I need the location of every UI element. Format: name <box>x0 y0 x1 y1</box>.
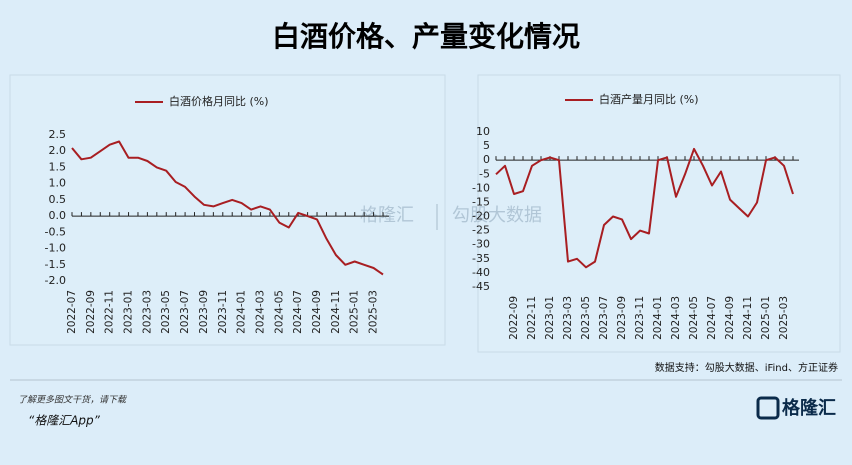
y-tick-label: -2.0 <box>45 274 66 287</box>
y-tick-label: -5 <box>479 167 490 180</box>
x-tick-label: 2024-07 <box>706 296 718 340</box>
legend-label: 白酒价格月同比 (%) <box>169 94 269 108</box>
y-tick-label: 0.0 <box>49 209 67 222</box>
logo: 格隆汇 <box>782 397 836 419</box>
x-tick-label: 2023-05 <box>160 290 172 334</box>
x-tick-label: 2023-03 <box>562 296 574 340</box>
data-line <box>71 140 384 276</box>
panel <box>9 74 446 346</box>
x-tick-label: 2023-09 <box>616 296 628 340</box>
panel <box>477 74 841 353</box>
y-tick-label: -25 <box>472 224 490 237</box>
x-tick-label: 2023-05 <box>580 296 592 340</box>
page-title: 白酒价格、产量变化情况 <box>272 20 580 53</box>
y-tick-label: -45 <box>472 280 490 293</box>
y-tick-label: -30 <box>472 238 490 251</box>
x-tick-label: 2025-01 <box>349 290 361 334</box>
y-tick-label: -35 <box>472 252 490 265</box>
x-tick-label: 2022-11 <box>104 290 116 334</box>
y-tick-label: 10 <box>476 125 490 138</box>
y-tick-label: -40 <box>472 266 490 279</box>
y-tick-label: -15 <box>472 195 490 208</box>
x-tick-label: 2022-07 <box>66 290 78 334</box>
y-tick-label: 5 <box>483 139 490 152</box>
x-tick-label: 2024-11 <box>330 290 342 334</box>
y-tick-label: 0 <box>483 153 490 166</box>
data-line <box>495 147 794 269</box>
x-tick-label: 2023-09 <box>198 290 210 334</box>
x-tick-label: 2023-07 <box>179 290 191 334</box>
footer-text: 了解更多图文干货，请下载 <box>18 395 127 406</box>
x-tick-label: 2023-01 <box>123 290 135 334</box>
x-tick-label: 2024-03 <box>254 290 266 334</box>
y-tick-label: 0.5 <box>49 193 67 206</box>
watermark: 勾股大数据 <box>452 205 542 226</box>
x-tick-label: 2024-09 <box>311 290 323 334</box>
x-tick-label: 2025-01 <box>760 296 772 340</box>
x-tick-label: 2024-03 <box>670 296 682 340</box>
x-tick-label: 2022-09 <box>508 296 520 340</box>
y-tick-label: 2.5 <box>49 128 67 141</box>
source: 数据支持：勾股大数据、iFind、方正证券 <box>655 361 838 374</box>
y-tick-label: -0.5 <box>45 225 66 238</box>
x-tick-label: 2025-03 <box>778 296 790 340</box>
y-tick-label: -1.5 <box>45 258 66 271</box>
y-tick-label: 1.0 <box>49 177 67 190</box>
y-tick-label: -1.0 <box>45 242 66 255</box>
x-tick-label: 2023-03 <box>141 290 153 334</box>
x-tick-label: 2025-03 <box>368 290 380 334</box>
x-tick-label: 2022-11 <box>526 296 538 340</box>
x-tick-label: 2023-01 <box>544 296 556 340</box>
x-tick-label: 2024-01 <box>652 296 664 340</box>
y-tick-label: -20 <box>472 210 490 223</box>
x-tick-label: 2024-07 <box>292 290 304 334</box>
x-tick-label: 2024-05 <box>688 296 700 340</box>
x-tick-label: 2024-01 <box>236 290 248 334</box>
x-tick-label: 2023-11 <box>634 296 646 340</box>
y-tick-label: 1.5 <box>49 160 67 173</box>
logo-icon <box>756 396 780 420</box>
x-tick-label: 2022-09 <box>85 290 97 334</box>
x-tick-label: 2024-09 <box>724 296 736 340</box>
x-tick-label: 2024-05 <box>273 290 285 334</box>
footer-app: “格隆汇App” <box>28 414 101 428</box>
y-tick-label: 2.0 <box>49 144 67 157</box>
watermark: 格隆汇 <box>360 205 414 226</box>
x-tick-label: 2024-11 <box>742 296 754 340</box>
y-tick-label: -10 <box>472 181 490 194</box>
x-tick-label: 2023-07 <box>598 296 610 340</box>
legend-label: 白酒产量月同比 (%) <box>599 92 699 106</box>
x-tick-label: 2023-11 <box>217 290 229 334</box>
